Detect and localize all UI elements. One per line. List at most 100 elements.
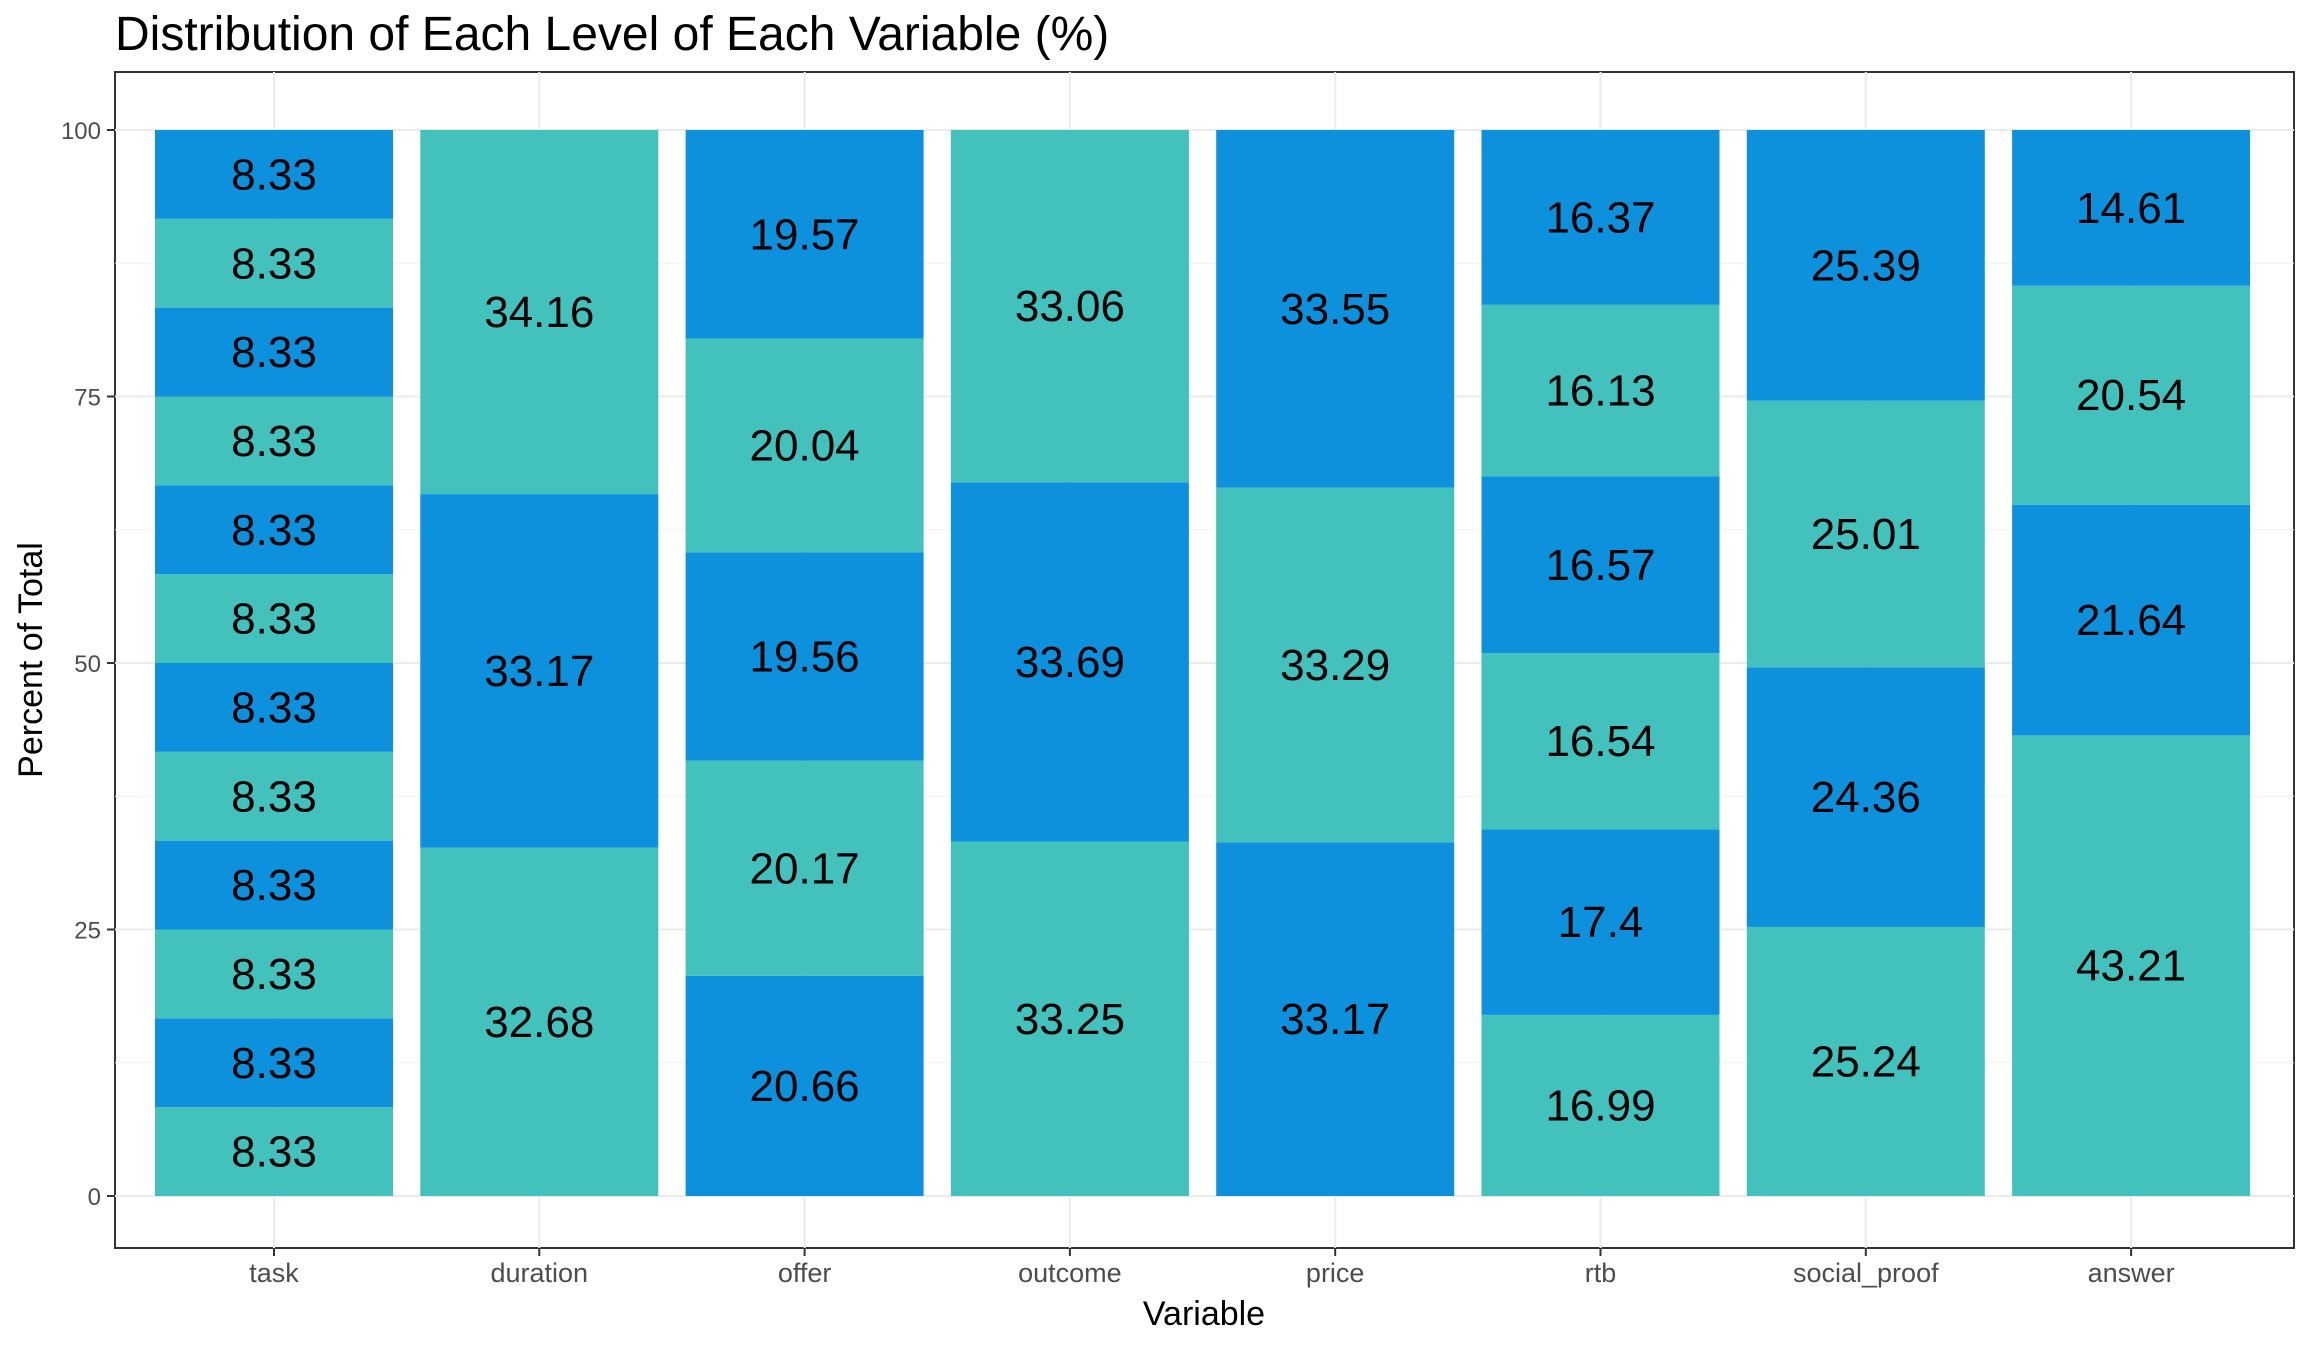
bar-segment — [950, 841, 1189, 1196]
x-tick-label: outcome — [1018, 1258, 1122, 1288]
x-axis-title: Variable — [1143, 1295, 1265, 1333]
data-label: 16.37 — [1545, 193, 1655, 242]
y-tick-label: 50 — [74, 651, 101, 678]
data-label: 16.13 — [1545, 366, 1655, 415]
bar-segment — [155, 396, 393, 486]
data-label: 25.39 — [1811, 241, 1921, 290]
bar-segment — [685, 130, 924, 339]
bar-segment — [2012, 130, 2251, 286]
data-label: 25.01 — [1811, 510, 1921, 559]
bar-segment — [1481, 304, 1720, 477]
x-tick-label: answer — [2088, 1258, 2175, 1288]
bar-segment — [1746, 400, 1985, 668]
data-label: 20.17 — [750, 844, 860, 893]
data-label: 33.69 — [1015, 638, 1125, 687]
data-label: 20.66 — [750, 1062, 860, 1111]
x-tick-label: duration — [491, 1258, 589, 1288]
bar-segment — [2012, 735, 2251, 1196]
bar-segment — [685, 338, 924, 553]
data-label: 32.68 — [484, 998, 594, 1047]
x-tick-label: price — [1306, 1258, 1365, 1288]
bar-segment — [950, 130, 1189, 483]
data-label: 8.33 — [231, 950, 317, 999]
bar-segment — [2012, 285, 2251, 505]
x-tick-label: rtb — [1585, 1258, 1617, 1288]
data-label: 19.57 — [750, 210, 860, 259]
bar-segment — [155, 485, 393, 575]
data-label: 20.54 — [2076, 371, 2186, 420]
bar-segment — [685, 552, 924, 761]
bar-segment — [950, 482, 1189, 842]
data-label: 43.21 — [2076, 942, 2186, 991]
bar-segment — [1216, 130, 1455, 488]
axes: 0 25 50 75 100 task duration offer outcome price r… — [61, 118, 2175, 1288]
bar-segment — [685, 760, 924, 976]
bar-segment — [420, 494, 659, 848]
data-label: 8.33 — [231, 772, 317, 821]
data-label: 8.33 — [231, 328, 317, 377]
bar-segment — [155, 130, 393, 219]
bar-segment — [1481, 653, 1720, 830]
bar-segment — [155, 1107, 393, 1196]
data-label: 16.99 — [1545, 1081, 1655, 1130]
y-axis-title: Percent of Total — [12, 542, 50, 778]
x-tick-label: task — [249, 1258, 299, 1288]
bar-segment — [155, 751, 393, 841]
y-tick-label: 75 — [74, 385, 101, 412]
bar-segment — [155, 574, 393, 663]
data-label: 17.4 — [1558, 898, 1644, 947]
bar-segment — [155, 218, 393, 308]
bar-segment — [155, 663, 393, 752]
bar-segment — [1216, 487, 1455, 843]
bar-segment — [155, 1018, 393, 1108]
bar-segment — [155, 840, 393, 930]
data-label: 14.61 — [2076, 184, 2186, 233]
data-label: 19.56 — [750, 632, 860, 681]
bar-segment — [1746, 926, 1985, 1196]
data-label: 8.33 — [231, 506, 317, 555]
data-label: 33.29 — [1280, 641, 1390, 690]
data-label: 20.04 — [750, 421, 860, 470]
data-label: 21.64 — [2076, 596, 2186, 645]
y-tick-label: 0 — [88, 1184, 101, 1211]
data-label: 33.17 — [1280, 995, 1390, 1044]
bars — [155, 130, 2251, 1196]
bar-segment — [155, 929, 393, 1019]
bar-segment — [1746, 667, 1985, 927]
bar-segment — [1746, 130, 1985, 401]
data-label: 33.25 — [1015, 995, 1125, 1044]
data-label: 25.24 — [1811, 1037, 1921, 1086]
data-label: 8.33 — [231, 1128, 317, 1177]
bar-segment — [155, 307, 393, 397]
data-label: 8.33 — [231, 150, 317, 199]
bar-segment — [1481, 476, 1720, 654]
bar-segment — [420, 847, 659, 1196]
data-label: 8.33 — [231, 1039, 317, 1088]
bar-labels: 8.33 8.33 8.33 8.33 8.33 8.33 8.33 8.33 8.33 8.33… — [231, 150, 2186, 1176]
x-tick-label: offer — [778, 1258, 832, 1288]
data-label: 8.33 — [231, 683, 317, 732]
bar-segment — [1481, 130, 1720, 305]
data-label: 8.33 — [231, 417, 317, 466]
data-label: 16.54 — [1545, 717, 1655, 766]
bar-segment — [1216, 842, 1455, 1196]
x-tick-label: social_proof — [1793, 1258, 1939, 1288]
bar-segment — [1481, 1014, 1720, 1196]
data-label: 8.33 — [231, 861, 317, 910]
data-label: 24.36 — [1811, 773, 1921, 822]
data-label: 34.16 — [484, 288, 594, 337]
chart-title: Distribution of Each Level of Each Varia… — [115, 8, 1109, 61]
y-tick-label: 25 — [74, 918, 101, 945]
data-label: 16.57 — [1545, 541, 1655, 590]
data-label: 8.33 — [231, 595, 317, 644]
data-label: 33.06 — [1015, 282, 1125, 331]
bar-segment — [1481, 829, 1720, 1015]
data-label: 33.17 — [484, 647, 594, 696]
bar-segment — [420, 130, 659, 495]
y-tick-label: 100 — [61, 118, 101, 145]
data-label: 8.33 — [231, 239, 317, 288]
bar-segment — [685, 975, 924, 1196]
data-label: 33.55 — [1280, 285, 1390, 334]
